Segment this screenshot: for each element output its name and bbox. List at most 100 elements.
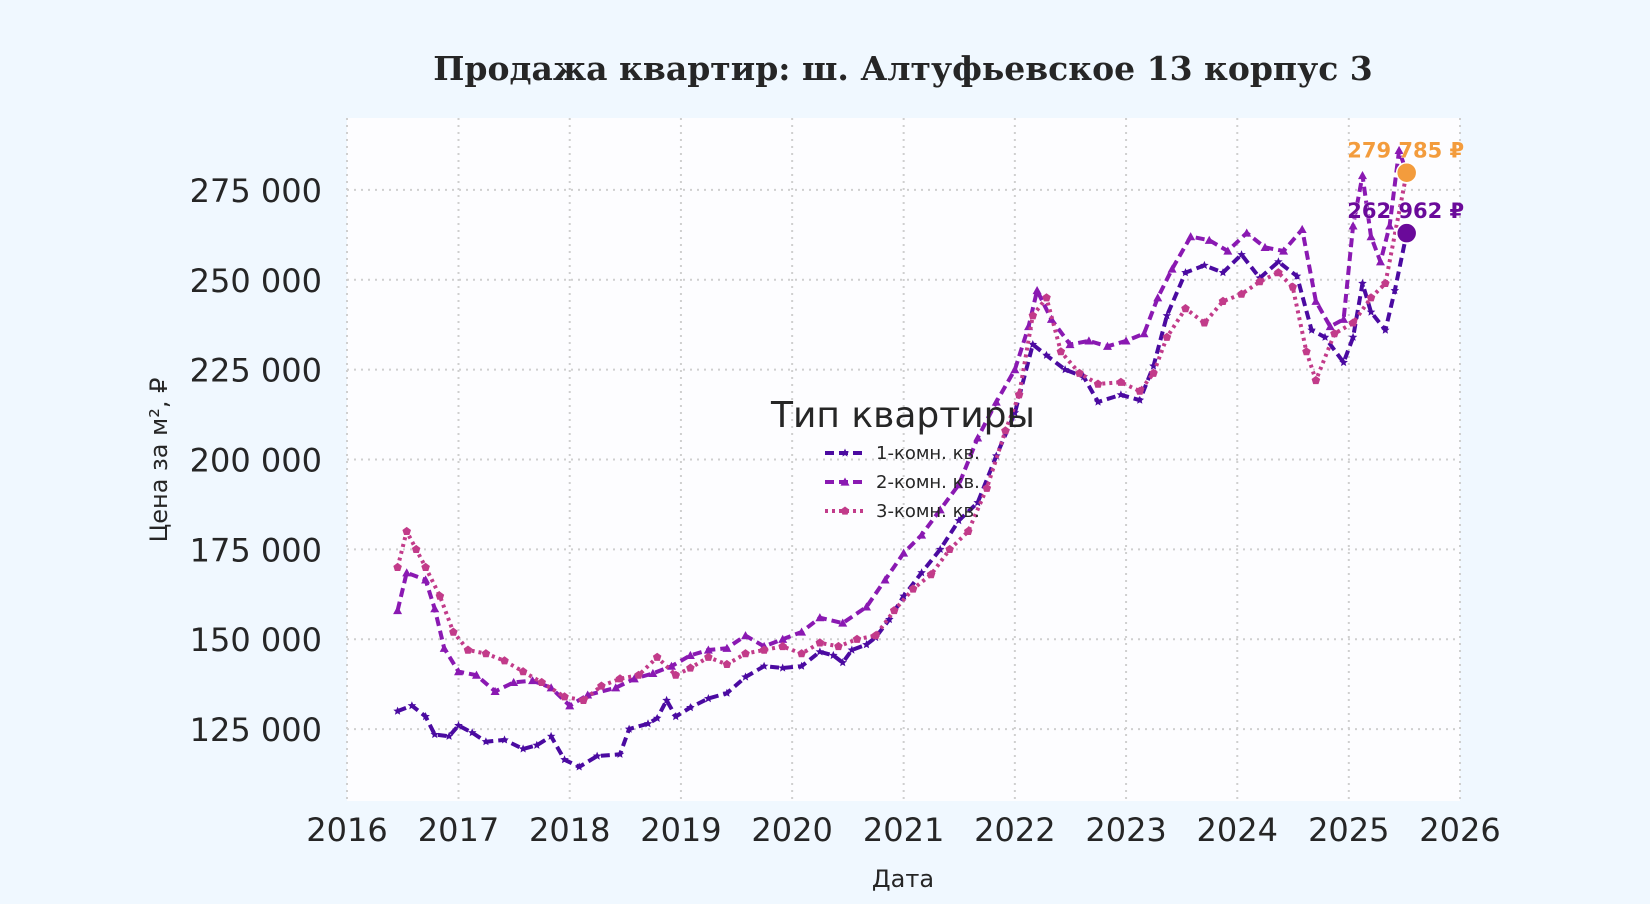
data-point xyxy=(1375,257,1385,266)
data-point xyxy=(1358,278,1367,287)
data-point xyxy=(1297,224,1307,234)
data-point xyxy=(1325,321,1335,331)
end-point-marker xyxy=(1395,161,1418,184)
data-point xyxy=(1394,145,1404,154)
data-point xyxy=(481,737,491,746)
data-point xyxy=(847,645,857,654)
data-point xyxy=(1288,282,1297,291)
x-tick-label: 2022 xyxy=(974,811,1055,849)
data-point xyxy=(402,568,412,577)
data-point xyxy=(1093,379,1103,388)
data-point xyxy=(615,674,625,683)
data-point xyxy=(1274,268,1283,277)
y-tick-label: 150 000 xyxy=(190,621,322,659)
series-2 xyxy=(393,145,1412,710)
data-point xyxy=(1102,341,1112,350)
data-point xyxy=(935,544,945,553)
data-point xyxy=(1135,386,1145,395)
data-point xyxy=(1084,336,1094,345)
data-point xyxy=(1010,365,1020,374)
data-point xyxy=(574,762,584,771)
data-point xyxy=(402,526,411,535)
data-point xyxy=(815,638,825,647)
data-point xyxy=(1348,221,1358,230)
x-tick-label: 2017 xyxy=(418,811,499,849)
y-tick-label: 250 000 xyxy=(190,262,322,300)
y-tick-label: 275 000 xyxy=(190,172,322,210)
data-point xyxy=(954,516,964,525)
data-point xyxy=(1339,357,1348,367)
data-point xyxy=(592,751,602,760)
data-point xyxy=(880,575,890,584)
data-point xyxy=(778,641,787,651)
data-point xyxy=(1162,332,1172,341)
legend-item: 1-комн. кв. xyxy=(825,443,980,464)
data-point xyxy=(1056,347,1066,356)
data-point xyxy=(1292,271,1302,280)
data-point xyxy=(439,643,449,652)
data-point xyxy=(1307,325,1316,334)
data-point xyxy=(815,647,825,656)
data-point xyxy=(560,755,569,764)
data-point xyxy=(1366,232,1376,241)
data-point xyxy=(838,618,848,627)
data-point xyxy=(546,731,556,740)
y-tick-label: 225 000 xyxy=(190,352,322,390)
data-point xyxy=(834,641,843,651)
data-point xyxy=(560,692,569,701)
data-point xyxy=(797,627,807,636)
legend-label: 2-комн. кв. xyxy=(876,472,980,493)
data-point xyxy=(393,605,403,615)
data-point xyxy=(1385,221,1395,230)
data-point xyxy=(1075,368,1084,377)
data-point xyxy=(1204,235,1214,244)
y-tick-label: 175 000 xyxy=(190,531,322,569)
data-point xyxy=(1181,304,1190,313)
data-point xyxy=(1348,332,1358,341)
data-point xyxy=(1302,347,1311,356)
data-point xyxy=(407,701,417,710)
data-point xyxy=(797,649,806,658)
data-point xyxy=(1116,390,1126,399)
data-point xyxy=(1381,278,1390,287)
data-point xyxy=(671,670,680,679)
end-value-label: 262 962 ₽ xyxy=(1347,199,1464,223)
data-point xyxy=(421,712,430,721)
data-point xyxy=(964,526,973,535)
data-point xyxy=(1320,332,1330,341)
x-tick-label: 2026 xyxy=(1419,811,1500,849)
y-tick-label: 200 000 xyxy=(190,442,322,480)
data-point xyxy=(722,643,732,652)
data-point xyxy=(1001,426,1010,435)
y-axis-label: Цена за м², ₽ xyxy=(145,378,173,543)
data-point xyxy=(435,591,445,600)
data-point xyxy=(686,663,695,672)
data-point xyxy=(1093,397,1103,406)
data-point xyxy=(1358,171,1368,180)
data-point xyxy=(565,701,575,710)
legend-label: 3-комн. кв. xyxy=(876,501,980,522)
data-point xyxy=(703,645,713,654)
data-point xyxy=(815,613,825,622)
data-point xyxy=(838,658,847,667)
legend-marker xyxy=(840,477,850,486)
data-point xyxy=(648,668,658,677)
data-point xyxy=(908,584,918,593)
data-point xyxy=(829,650,838,660)
data-point xyxy=(500,656,509,665)
data-point xyxy=(1366,307,1376,316)
x-tick-label: 2024 xyxy=(1197,811,1278,849)
data-point xyxy=(685,650,695,660)
data-point xyxy=(652,652,662,661)
data-point xyxy=(973,433,983,442)
data-point xyxy=(1116,377,1126,386)
data-point xyxy=(926,570,936,579)
data-point xyxy=(1218,296,1228,305)
series-layer xyxy=(393,145,1412,771)
data-point xyxy=(722,688,732,697)
data-point xyxy=(797,661,806,670)
data-point xyxy=(634,670,643,679)
data-point xyxy=(1139,329,1149,338)
data-point xyxy=(624,724,634,733)
